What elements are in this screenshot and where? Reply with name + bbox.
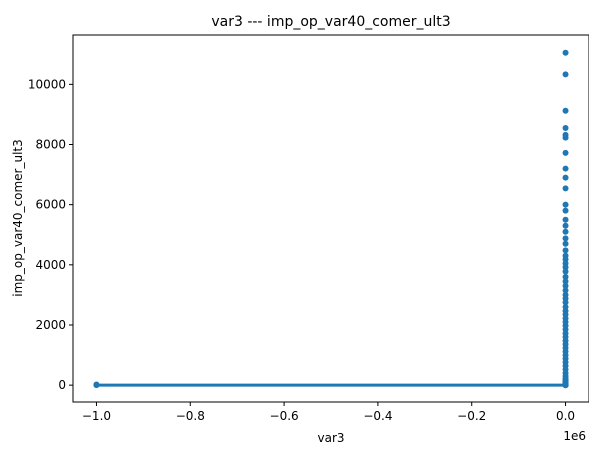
x-tick-label: −0.4 — [363, 409, 392, 423]
data-point — [562, 149, 569, 156]
y-axis-ticks: 0 2000 4000 6000 8000 10000 — [28, 77, 73, 392]
data-point — [562, 185, 569, 192]
x-axis-offset-label: 1e6 — [563, 429, 586, 443]
data-point — [562, 107, 569, 114]
x-tick-label: −1.0 — [82, 409, 111, 423]
x-tick-label: −0.8 — [176, 409, 205, 423]
chart-title: var3 --- imp_op_var40_comer_ult3 — [211, 14, 450, 30]
data-point — [562, 216, 569, 223]
data-point — [562, 381, 569, 388]
x-tick-label: 0.0 — [556, 409, 575, 423]
y-tick-label: 2000 — [35, 318, 66, 332]
x-axis-ticks: −1.0 −0.8 −0.6 −0.4 −0.2 0.0 — [82, 402, 575, 423]
data-point — [562, 222, 569, 229]
x-axis-label: var3 — [317, 431, 344, 445]
y-tick-label: 4000 — [35, 258, 66, 272]
data-point — [562, 240, 569, 247]
data-point — [562, 278, 569, 285]
data-point — [562, 201, 569, 208]
data-point — [562, 299, 569, 306]
data-point — [562, 247, 569, 254]
axes-frame — [72, 34, 589, 403]
plot-area — [93, 49, 569, 389]
data-point — [562, 273, 569, 280]
data-point — [562, 207, 569, 214]
data-point — [562, 268, 569, 275]
data-point — [562, 174, 569, 181]
y-tick-label: 0 — [58, 378, 66, 392]
y-tick-label: 10000 — [28, 77, 66, 91]
y-axis-label: imp_op_var40_comer_ult3 — [11, 139, 25, 296]
data-point — [562, 264, 569, 271]
data-point — [562, 71, 569, 78]
data-point — [562, 235, 569, 242]
data-point — [562, 124, 569, 131]
data-marks — [93, 49, 569, 389]
data-point — [562, 165, 569, 172]
x-tick-label: −0.6 — [270, 409, 299, 423]
data-point — [562, 282, 569, 289]
y-tick-label: 8000 — [35, 137, 66, 151]
data-point — [93, 381, 100, 388]
data-point — [562, 287, 569, 294]
data-point — [562, 134, 569, 141]
y-tick-label: 6000 — [35, 198, 66, 212]
data-point — [562, 49, 569, 56]
x-tick-label: −0.2 — [457, 409, 486, 423]
data-point — [562, 228, 569, 235]
